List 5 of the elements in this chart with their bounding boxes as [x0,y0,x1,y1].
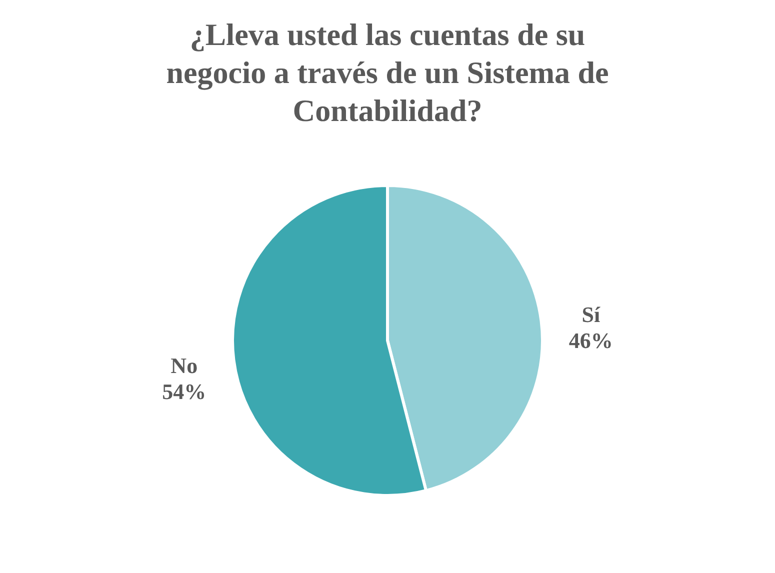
data-label: 46% [568,328,613,353]
chart-title: ¿Lleva usted las cuentas de su negocio a través de un Sistema de Contabilidad? [166,17,609,128]
data-label: 54% [162,379,206,404]
slice-label: No [170,353,198,378]
slice-label: Sí [582,302,601,327]
